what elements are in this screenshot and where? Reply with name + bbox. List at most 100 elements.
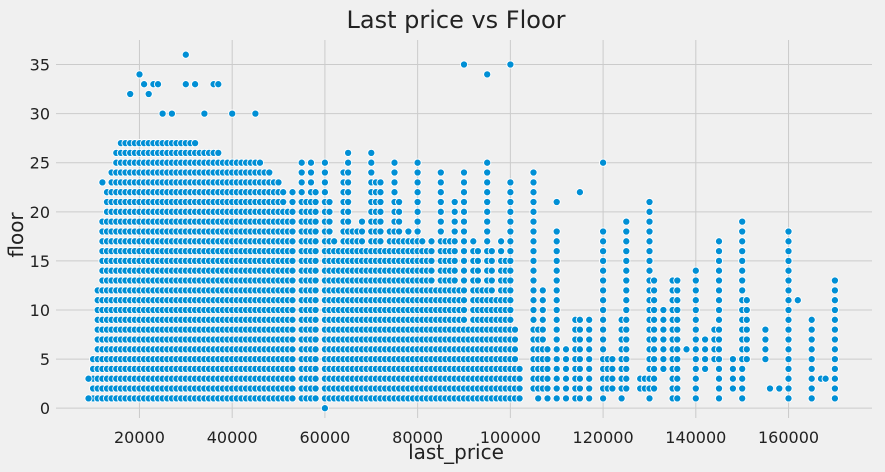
data-point	[575, 364, 584, 373]
data-point	[659, 345, 668, 354]
data-point	[650, 335, 659, 344]
data-point	[784, 237, 793, 246]
data-point	[311, 256, 320, 265]
data-point	[413, 197, 422, 207]
data-point	[459, 256, 469, 265]
data-point	[344, 217, 353, 226]
data-point	[599, 256, 608, 265]
data-point	[691, 315, 700, 324]
data-point	[311, 237, 320, 246]
data-point	[599, 335, 608, 344]
data-point	[622, 345, 631, 354]
data-point	[673, 276, 682, 285]
data-point	[552, 355, 561, 364]
data-point	[714, 286, 724, 295]
data-point	[807, 355, 816, 364]
data-point	[673, 345, 682, 354]
data-point	[376, 227, 385, 236]
data-point	[325, 197, 334, 207]
data-point	[599, 345, 608, 354]
data-point	[506, 217, 515, 226]
data-point	[529, 178, 538, 187]
data-point	[427, 276, 436, 285]
data-point	[543, 384, 552, 393]
data-point	[645, 394, 654, 403]
data-point	[552, 384, 561, 393]
data-point	[543, 364, 552, 373]
data-point	[529, 207, 538, 216]
data-point	[376, 178, 385, 187]
data-point	[659, 315, 668, 324]
data-point	[427, 266, 436, 275]
data-point	[585, 384, 594, 393]
data-point	[608, 374, 617, 383]
data-point	[645, 247, 654, 256]
data-point	[450, 266, 459, 275]
data-point	[506, 256, 515, 265]
data-point	[575, 188, 584, 197]
data-point	[742, 296, 751, 305]
data-point	[742, 355, 751, 364]
data-point	[450, 227, 459, 236]
data-point	[575, 335, 584, 344]
data-point	[650, 345, 659, 354]
data-point	[599, 276, 608, 285]
data-point	[622, 315, 631, 324]
data-point	[784, 345, 793, 354]
data-point	[765, 384, 775, 393]
data-point	[738, 237, 747, 246]
data-point	[561, 345, 571, 354]
data-point	[830, 364, 839, 373]
data-point	[413, 178, 422, 187]
data-point	[538, 335, 547, 344]
data-point	[691, 335, 700, 344]
data-point	[830, 374, 839, 383]
data-point	[761, 345, 770, 354]
data-point	[459, 237, 469, 246]
data-point	[483, 197, 492, 207]
data-point	[538, 286, 547, 295]
data-point	[622, 355, 631, 364]
data-point	[738, 266, 747, 275]
data-point	[436, 168, 445, 177]
data-point	[714, 237, 724, 246]
data-point	[691, 286, 700, 295]
data-point	[529, 305, 538, 315]
data-point	[645, 256, 654, 265]
data-point	[311, 217, 320, 226]
data-point	[288, 364, 297, 373]
data-point	[297, 168, 306, 177]
data-point	[506, 237, 515, 246]
data-point	[575, 325, 584, 334]
data-point	[288, 256, 297, 265]
data-point	[529, 197, 538, 207]
data-point	[561, 384, 571, 393]
data-point	[288, 227, 297, 236]
y-tick-label: 20	[30, 203, 50, 222]
data-point	[459, 247, 469, 256]
x-tick-label: 120000	[573, 428, 634, 447]
data-point	[673, 355, 682, 364]
data-point	[473, 266, 482, 275]
data-point	[650, 305, 659, 315]
data-point	[650, 325, 659, 334]
data-point	[599, 158, 608, 167]
data-point	[650, 374, 659, 383]
data-point	[367, 148, 376, 157]
data-point	[622, 374, 631, 383]
data-point	[306, 158, 316, 167]
data-point	[622, 384, 631, 393]
data-point	[288, 374, 297, 383]
data-point	[311, 345, 320, 354]
data-point	[622, 364, 631, 373]
data-point	[288, 237, 297, 246]
data-point	[497, 247, 506, 256]
data-point	[311, 197, 320, 207]
data-point	[552, 325, 561, 334]
data-point	[529, 188, 538, 197]
data-point	[395, 227, 404, 236]
data-point	[784, 315, 793, 324]
data-point	[436, 217, 445, 226]
data-point	[775, 384, 784, 393]
